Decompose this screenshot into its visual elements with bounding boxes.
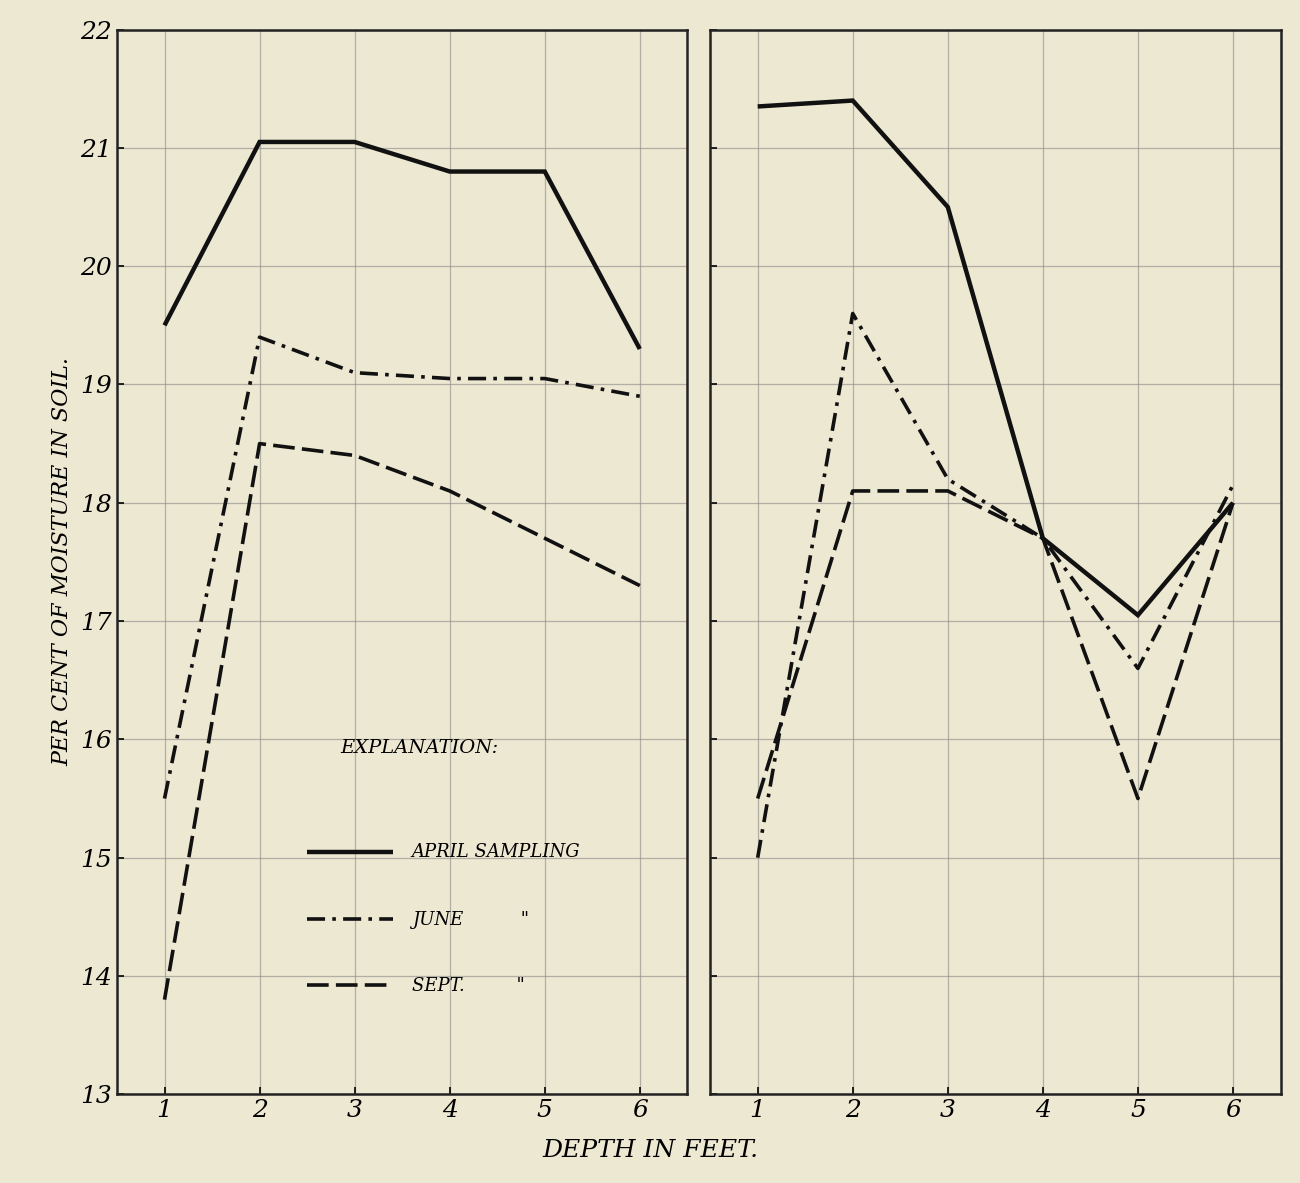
Text: JUNE          ": JUNE ": [412, 911, 529, 929]
Y-axis label: PER CENT OF MOISTURE IN SOIL.: PER CENT OF MOISTURE IN SOIL.: [52, 357, 73, 767]
Text: SEPT.         ": SEPT. ": [412, 977, 524, 995]
Text: EXPLANATION:: EXPLANATION:: [341, 739, 499, 757]
Text: APRIL SAMPLING: APRIL SAMPLING: [412, 843, 580, 861]
Text: DEPTH IN FEET.: DEPTH IN FEET.: [542, 1139, 758, 1162]
